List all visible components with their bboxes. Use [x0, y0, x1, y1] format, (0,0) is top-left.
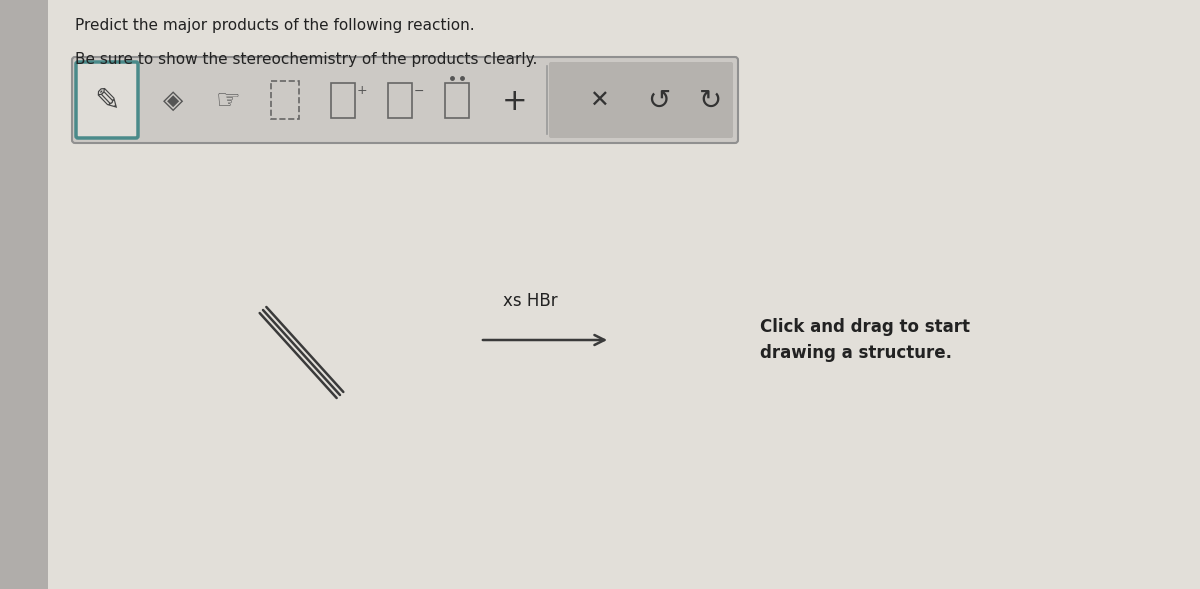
FancyBboxPatch shape	[76, 62, 138, 138]
Text: Click and drag to start
drawing a structure.: Click and drag to start drawing a struct…	[760, 318, 970, 362]
FancyBboxPatch shape	[550, 62, 733, 138]
Bar	[331, 82, 355, 117]
Bar	[388, 82, 412, 117]
Text: ◈: ◈	[163, 88, 184, 114]
Text: Predict the major products of the following reaction.: Predict the major products of the follow…	[74, 18, 475, 33]
Text: +: +	[502, 87, 528, 115]
Text: ✎: ✎	[95, 87, 120, 115]
Text: Be sure to show the stereochemistry of the products clearly.: Be sure to show the stereochemistry of t…	[74, 52, 538, 67]
Text: ☞: ☞	[216, 87, 240, 115]
Bar	[0, 0, 48, 589]
Text: ↻: ↻	[700, 87, 722, 115]
Text: ↺: ↺	[647, 87, 671, 115]
FancyBboxPatch shape	[72, 57, 738, 143]
Text: −: −	[414, 84, 425, 98]
Text: ✕: ✕	[589, 89, 608, 113]
Text: +: +	[358, 84, 367, 98]
Bar	[445, 82, 469, 117]
Bar	[271, 81, 299, 119]
Text: xs HBr: xs HBr	[503, 292, 557, 310]
